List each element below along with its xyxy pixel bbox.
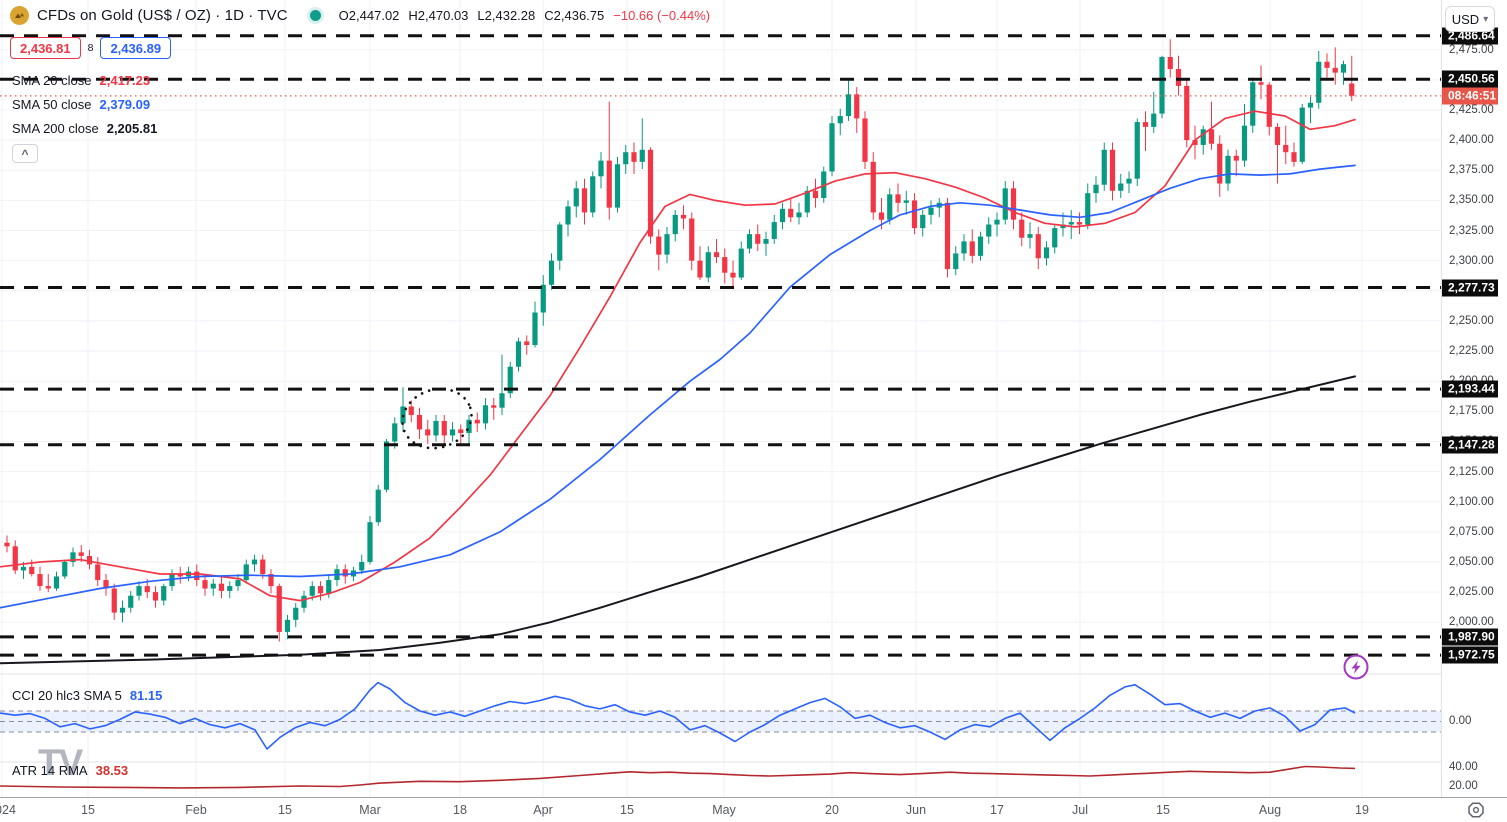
axis-settings-icon[interactable] — [1467, 801, 1485, 819]
price-level-label[interactable]: 2,277.73 — [1442, 279, 1498, 296]
high-value: 2,470.03 — [417, 8, 469, 23]
quote-row: 2,436.81 8 2,436.89 — [10, 37, 172, 59]
price-tick-label: 2,175.00 — [1449, 405, 1494, 418]
price-tick-label: 2,325.00 — [1449, 224, 1494, 237]
time-tick-label: Jul — [1072, 803, 1088, 817]
price-tick-label: 2,000.00 — [1449, 616, 1494, 629]
time-tick-label: 15 — [81, 803, 95, 817]
price-tick-label: 2,050.00 — [1449, 555, 1494, 568]
time-tick-label: 19 — [1355, 803, 1369, 817]
ohlc-values: O2,447.02 H2,470.03 L2,432.28 C2,436.75 … — [338, 8, 711, 23]
indicator-legend: SMA 20 close 2,417.23 SMA 50 close 2,379… — [12, 68, 157, 163]
chevron-up-icon: ^ — [21, 146, 29, 161]
time-tick-label: 20 — [825, 803, 839, 817]
low-value: 2,432.28 — [484, 8, 536, 23]
legend-collapse-button[interactable]: ^ — [12, 144, 38, 163]
indicator-tick-label: 40.00 — [1449, 761, 1478, 773]
tradingview-watermark: TV — [38, 742, 83, 783]
legend-label: SMA 200 close — [12, 120, 99, 136]
legend-label: SMA 20 close — [12, 72, 92, 88]
price-tick-label: 2,475.00 — [1449, 43, 1494, 56]
price-tick-label: 2,350.00 — [1449, 194, 1494, 207]
currency-dropdown[interactable]: USD ▾ — [1445, 6, 1495, 32]
symbol-title[interactable]: CFDs on Gold (US$ / OZ) · 1D · TVC — [37, 7, 288, 24]
spread-value: 8 — [87, 42, 94, 54]
time-tick-label: 15 — [278, 803, 292, 817]
legend-value: 2,417.23 — [99, 72, 151, 88]
price-tick-label: 2,300.00 — [1449, 254, 1494, 267]
sell-bid-button[interactable]: 2,436.81 — [10, 37, 81, 59]
atr-value: 38.53 — [95, 763, 129, 778]
price-tick-label: 2,250.00 — [1449, 314, 1494, 327]
bar-countdown-label: 08:46:51 — [1442, 87, 1498, 105]
flash-event-icon[interactable] — [1341, 652, 1371, 682]
atr-pane-legend[interactable]: ATR 14 RMA 38.53 — [12, 763, 128, 778]
price-level-label[interactable]: 1,987.90 — [1442, 628, 1498, 646]
price-tick-label: 2,400.00 — [1449, 134, 1494, 147]
currency-label: USD — [1451, 11, 1480, 27]
market-status-dot — [309, 10, 321, 21]
close-value: 2,436.75 — [553, 8, 605, 23]
open-value: 2,447.02 — [348, 8, 400, 23]
time-tick-label: Jun — [905, 803, 927, 817]
time-tick-label: 15 — [1156, 803, 1170, 817]
price-tick-label: 2,375.00 — [1449, 164, 1494, 177]
legend-item-sma20[interactable]: SMA 20 close 2,417.23 — [12, 68, 157, 92]
time-tick-label: 15 — [620, 803, 634, 817]
gold-symbol-icon — [10, 6, 29, 25]
change-value: −10.66 (−0.44%) — [613, 8, 711, 23]
cci-pane-legend[interactable]: CCI 20 hlc3 SMA 5 81.15 — [12, 688, 162, 703]
legend-item-sma50[interactable]: SMA 50 close 2,379.09 — [12, 92, 157, 116]
time-tick-label: Feb — [185, 803, 207, 817]
legend-value: 2,205.81 — [106, 120, 158, 136]
time-tick-label: 18 — [453, 803, 467, 817]
legend-value: 2,379.09 — [99, 96, 151, 112]
atr-label: ATR 14 RMA — [12, 763, 88, 778]
price-level-label[interactable]: 2,193.44 — [1442, 380, 1498, 398]
chevron-down-icon: ▾ — [1483, 13, 1489, 25]
legend-label: SMA 50 close — [12, 96, 92, 112]
price-level-label[interactable]: 2,450.56 — [1442, 70, 1498, 88]
indicator-tick-label: 20.00 — [1449, 780, 1478, 792]
price-tick-label: 2,075.00 — [1449, 525, 1494, 538]
legend-item-sma200[interactable]: SMA 200 close 2,205.81 — [12, 116, 157, 140]
indicator-tick-label: 0.00 — [1449, 715, 1472, 727]
buy-ask-button[interactable]: 2,436.89 — [100, 37, 172, 59]
time-tick-label: 17 — [990, 803, 1004, 817]
price-tick-label: 2,425.00 — [1449, 104, 1494, 116]
cci-label: CCI 20 hlc3 SMA 5 — [12, 688, 122, 703]
time-tick-label: 2024 — [0, 803, 16, 817]
chart-header: CFDs on Gold (US$ / OZ) · 1D · TVC O2,44… — [10, 6, 710, 25]
price-tick-label: 2,025.00 — [1449, 586, 1494, 599]
cci-value: 81.15 — [129, 688, 163, 703]
time-tick-label: May — [712, 803, 736, 817]
price-level-label[interactable]: 1,972.75 — [1442, 646, 1498, 664]
price-tick-label: 2,225.00 — [1449, 345, 1494, 358]
price-level-label[interactable]: 2,147.28 — [1442, 436, 1498, 454]
price-tick-label: 2,100.00 — [1449, 495, 1494, 508]
time-tick-label: Mar — [359, 803, 381, 817]
time-tick-label: Aug — [1258, 803, 1282, 817]
time-tick-label: Apr — [533, 803, 553, 817]
price-axis[interactable]: USD ▾ 2,475.002,450.002,425.002,400.002,… — [1441, 0, 1498, 797]
price-tick-label: 2,125.00 — [1449, 465, 1494, 478]
time-axis[interactable]: 2024 15 Feb 15 Mar 18 Apr 15 May 20 Jun 17 Jul 15 Aug 1… — [0, 797, 1507, 822]
